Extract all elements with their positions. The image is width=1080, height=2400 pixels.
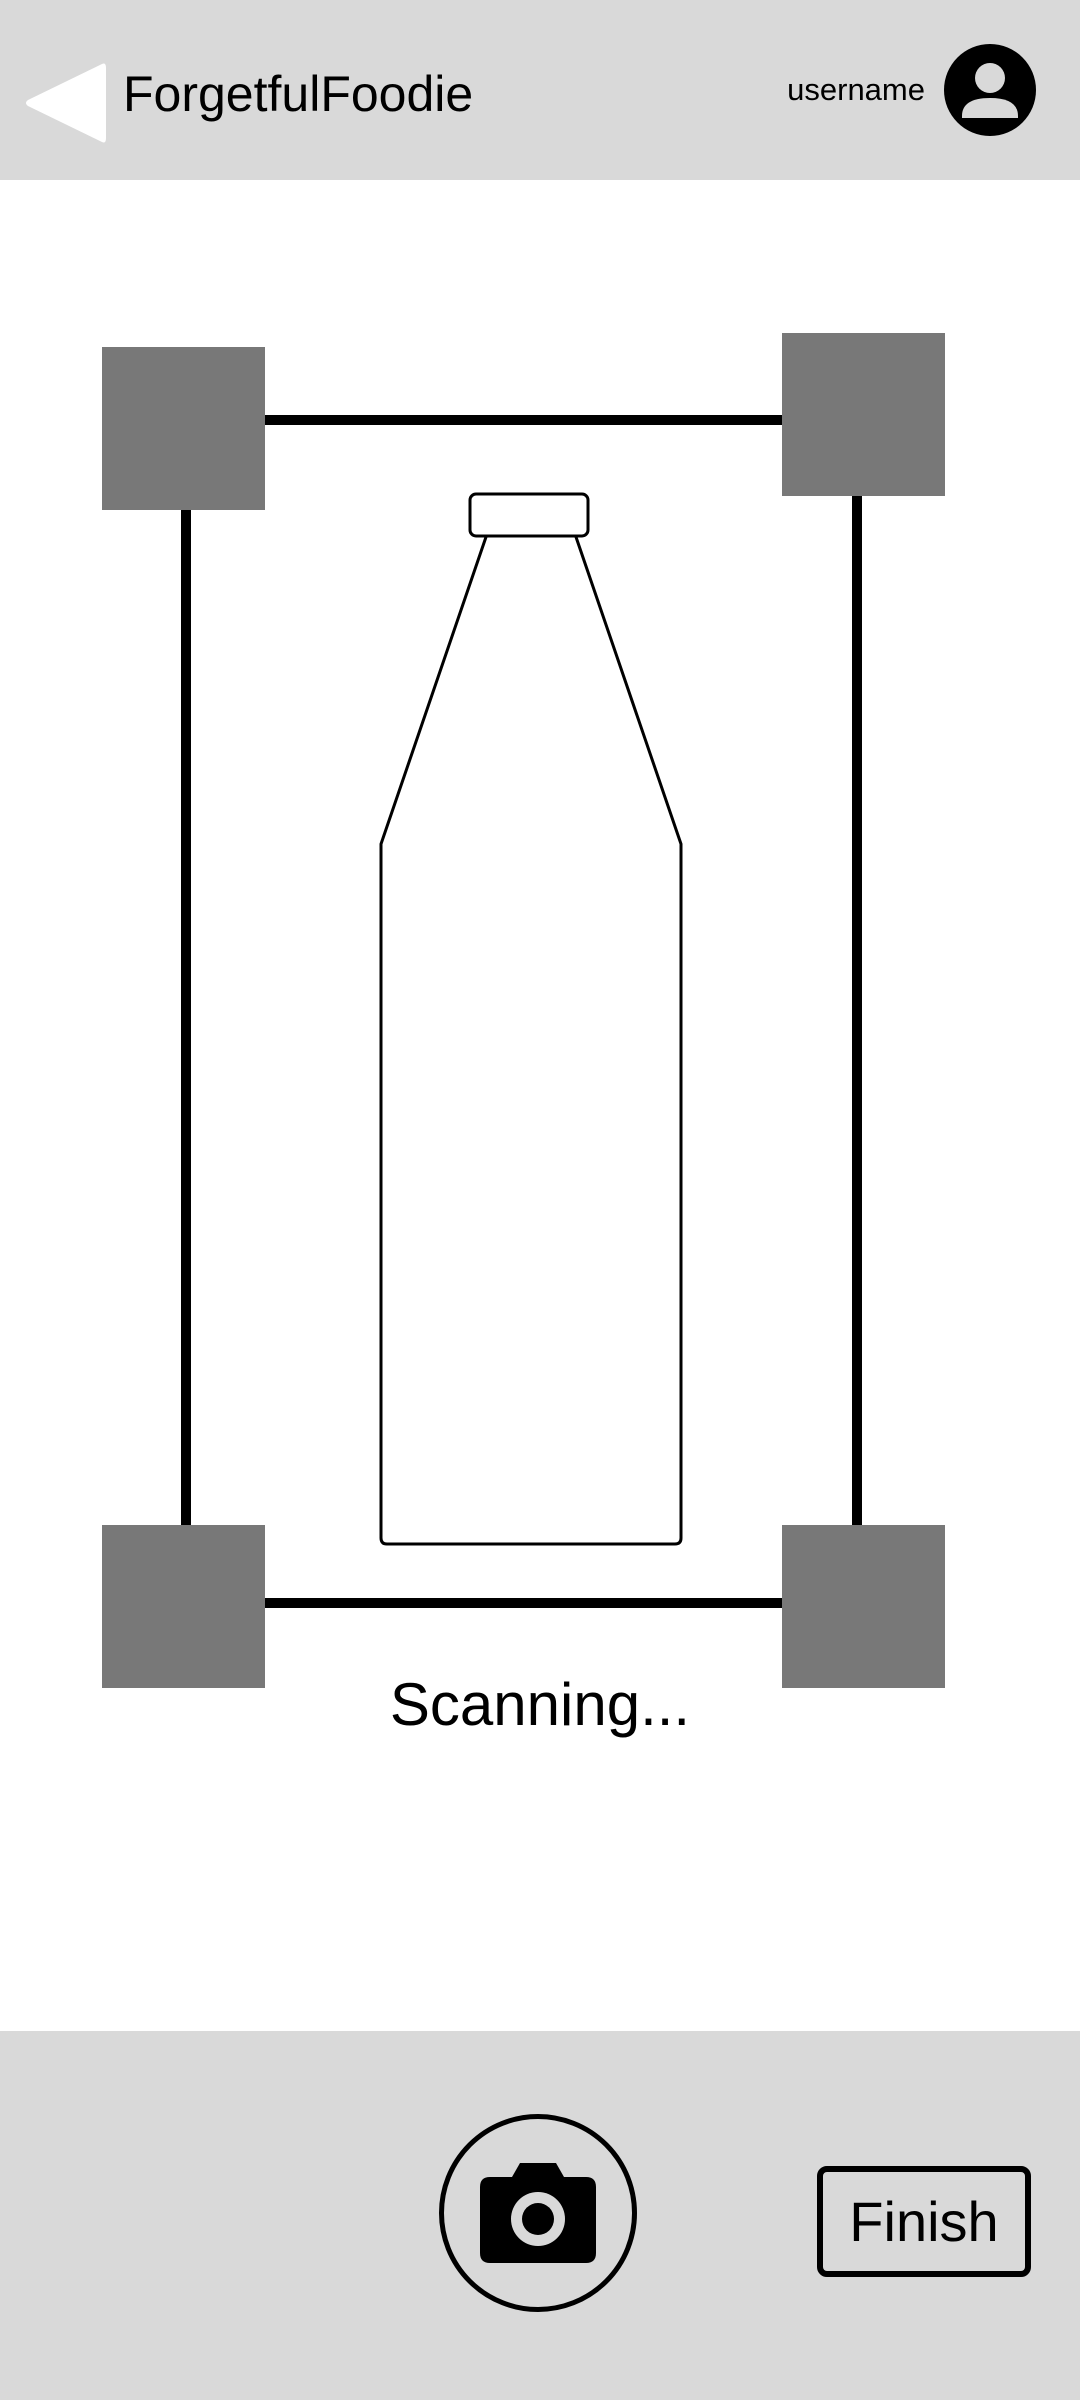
scan-frame — [102, 333, 945, 1688]
avatar-button[interactable] — [944, 44, 1036, 136]
back-arrow-icon — [26, 63, 106, 143]
bottom-action-bar: Finish — [0, 2031, 1080, 2400]
app-title: ForgetfulFoodie — [123, 66, 474, 122]
corner-handle-bottom-right[interactable] — [782, 1525, 945, 1688]
corner-handle-top-left[interactable] — [102, 347, 265, 510]
camera-viewfinder: Scanning... — [0, 180, 1080, 2030]
bottle-icon — [379, 492, 683, 1546]
finish-button[interactable]: Finish — [817, 2166, 1031, 2277]
corner-handle-bottom-left[interactable] — [102, 1525, 265, 1688]
back-button[interactable] — [22, 58, 112, 148]
capture-button[interactable] — [439, 2114, 637, 2312]
username-label: username — [787, 72, 925, 107]
camera-icon — [480, 2163, 596, 2263]
top-app-bar: ForgetfulFoodie username — [0, 0, 1080, 180]
user-avatar-icon — [944, 44, 1036, 136]
corner-handle-top-right[interactable] — [782, 333, 945, 496]
scan-status: Scanning... — [389, 1671, 691, 1738]
